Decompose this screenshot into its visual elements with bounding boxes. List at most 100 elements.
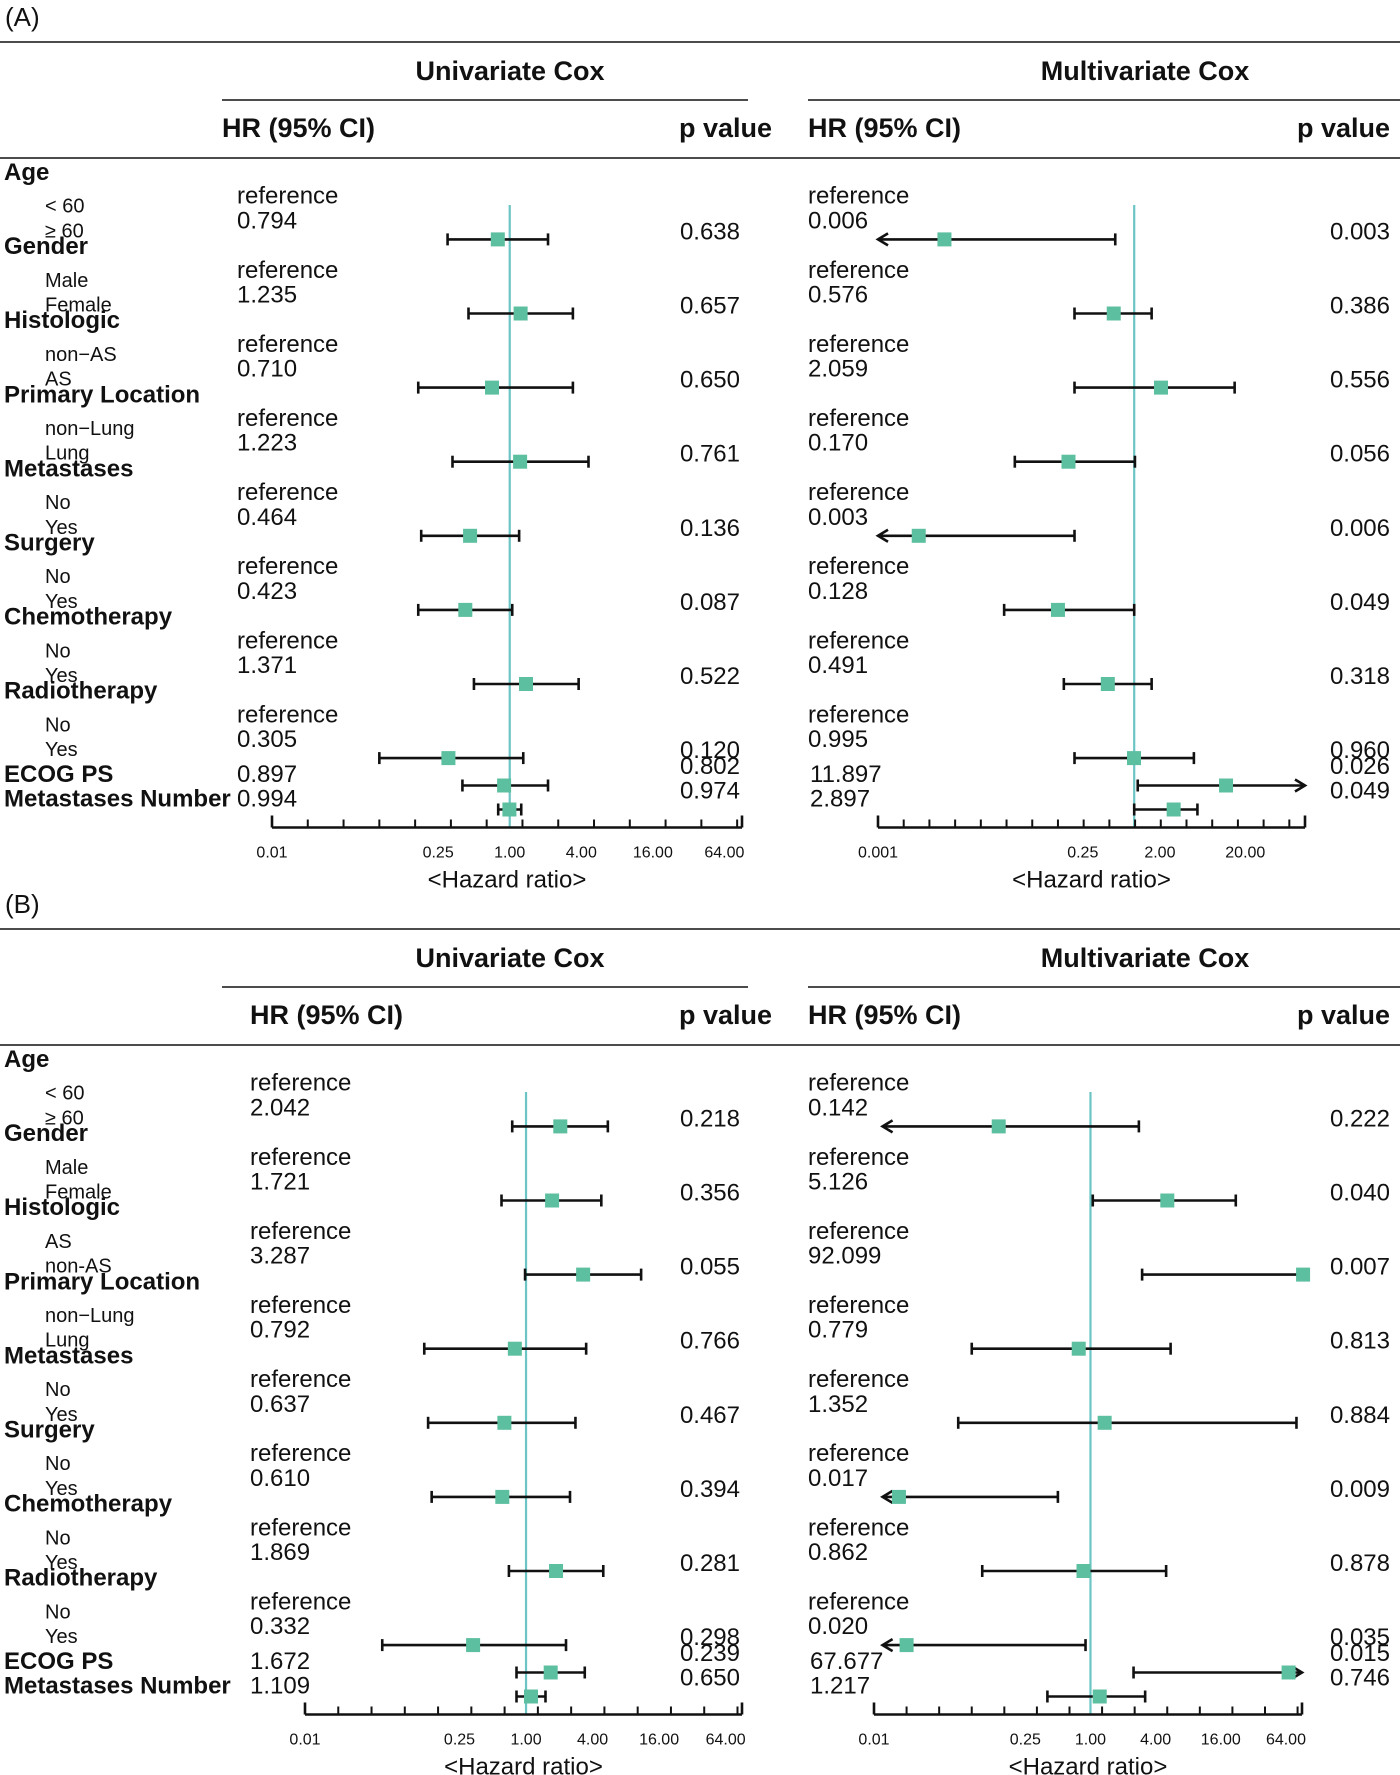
multi-hr-value: 0.995 [808, 726, 868, 753]
level-label: non−Lung [45, 418, 135, 440]
x-tick-label: 16.00 [1201, 1732, 1241, 1749]
uni-hr-value: 1.672 [250, 1648, 310, 1675]
level-label: Yes [45, 1478, 78, 1500]
hr-marker [485, 380, 500, 395]
hr-marker [441, 751, 456, 766]
x-tick-label: 64.00 [1266, 1732, 1306, 1749]
uni-p-value: 0.761 [680, 441, 740, 468]
multi-reference-label: reference [808, 257, 909, 284]
multi-reference-label: reference [808, 1440, 909, 1467]
level-label: non−Lung [45, 1305, 135, 1327]
hr-marker [513, 306, 528, 321]
hr-marker [1160, 1193, 1175, 1208]
level-label: non−AS [45, 344, 117, 366]
level-label: ≥ 60 [45, 220, 84, 242]
uni-reference-label: reference [250, 1292, 351, 1319]
uni-hr-value: 3.287 [250, 1243, 310, 1270]
multi-p-value: 0.015 [1330, 1640, 1390, 1667]
multi-hr-value: 11.897 [810, 761, 882, 788]
multi-p-value: 0.007 [1330, 1254, 1390, 1281]
multivariate-forest: 0.001 0.25 2.00 20.00 <Hazard ratio> [858, 205, 1308, 894]
hr-marker [543, 1665, 558, 1680]
multi-hr-value: 0.491 [808, 652, 868, 679]
hr-marker [1100, 677, 1115, 691]
ci-arrow-right [1294, 778, 1308, 793]
ci-arrow-left [880, 1489, 894, 1505]
level-label: Lung [45, 443, 90, 465]
row-label: Metastases Number [4, 786, 231, 813]
hr-marker [549, 1564, 564, 1578]
uni-hr-value: 0.305 [237, 726, 297, 753]
ci-arrow-left [880, 1119, 894, 1134]
multi-reference-label: reference [808, 183, 909, 210]
level-label: AS [45, 1231, 72, 1253]
hr-marker [1097, 1415, 1112, 1430]
x-tick-label: 1.00 [494, 845, 525, 862]
x-tick-label: 64.00 [706, 1732, 746, 1749]
hr-marker [1106, 306, 1121, 321]
multi-hr-value: 2.897 [810, 786, 870, 813]
hr-marker [937, 232, 952, 247]
panel-b: (B) Univariate Cox Multivariate Cox HR (95%… [0, 889, 1400, 1775]
group-label: Surgery [4, 1417, 95, 1444]
uni-reference-label: reference [250, 1144, 351, 1171]
uni-p-value: 0.298 [680, 1624, 740, 1651]
uni-reference-label: reference [250, 1070, 351, 1097]
uni-reference-label: reference [237, 183, 338, 210]
multi-hr-value: 0.576 [808, 282, 868, 309]
group-label: Age [4, 159, 49, 186]
hr-marker [497, 778, 512, 793]
multi-p-value: 0.035 [1330, 1624, 1390, 1651]
multi-p-value: 0.056 [1330, 441, 1390, 468]
x-tick-label: 20.00 [1225, 845, 1265, 862]
multi-p-value: 0.049 [1330, 778, 1390, 805]
x-axis-title: <Hazard ratio> [444, 1754, 603, 1775]
panel-a: (A) Univariate Cox Multivariate Cox HR (95%… [0, 2, 1400, 894]
multi-reference-label: reference [808, 1514, 909, 1541]
uni-p-header: p value [679, 1000, 772, 1030]
hr-marker [1166, 802, 1181, 817]
x-tick-label: 4.00 [577, 1732, 608, 1749]
x-tick-label: 0.01 [858, 1732, 889, 1749]
multi-hr-value: 0.862 [808, 1539, 868, 1566]
hr-marker [507, 1341, 522, 1356]
multi-p-value: 0.884 [1330, 1402, 1390, 1429]
multi-hr-value: 0.006 [808, 207, 868, 234]
uni-p-value: 0.120 [680, 737, 740, 764]
uni-p-value: 0.281 [680, 1550, 740, 1577]
multi-hr-value: 0.170 [808, 430, 868, 457]
uni-hr-value: 1.721 [250, 1169, 310, 1196]
hr-marker [513, 454, 528, 469]
group-label: Histologic [4, 307, 120, 334]
multi-hr-value: 0.020 [808, 1613, 868, 1640]
level-label: No [45, 714, 71, 736]
uni-reference-label: reference [237, 331, 338, 358]
x-tick-label: 4.00 [1140, 1732, 1171, 1749]
uni-reference-label: reference [250, 1218, 351, 1245]
group-label: Chemotherapy [4, 1491, 173, 1518]
level-label: Male [45, 270, 88, 292]
level-label: No [45, 1379, 71, 1401]
uni-p-value: 0.356 [680, 1180, 740, 1207]
x-tick-label: 0.001 [858, 845, 898, 862]
hr-marker [553, 1119, 568, 1134]
multi-reference-label: reference [808, 627, 909, 654]
multi-p-value: 0.960 [1330, 737, 1390, 764]
group-label: Primary Location [4, 381, 200, 408]
panel-label: (B) [5, 889, 40, 919]
uni-hr-value: 1.371 [237, 652, 297, 679]
uni-reference-label: reference [250, 1440, 351, 1467]
x-tick-label: 0.01 [289, 1732, 320, 1749]
multi-hr-value: 1.217 [810, 1673, 870, 1700]
multi-hr-value: 92.099 [808, 1243, 881, 1270]
level-label: No [45, 640, 71, 662]
multi-hr-value: 0.128 [808, 578, 868, 605]
hr-marker [1281, 1665, 1296, 1680]
hr-marker [463, 528, 478, 543]
uni-hr-value: 1.223 [237, 430, 297, 457]
hr-marker [458, 602, 473, 617]
x-tick-label: 4.00 [566, 845, 597, 862]
x-tick-label: 0.01 [256, 845, 287, 862]
hr-marker [1050, 602, 1065, 617]
group-label: Metastases [4, 1342, 133, 1369]
